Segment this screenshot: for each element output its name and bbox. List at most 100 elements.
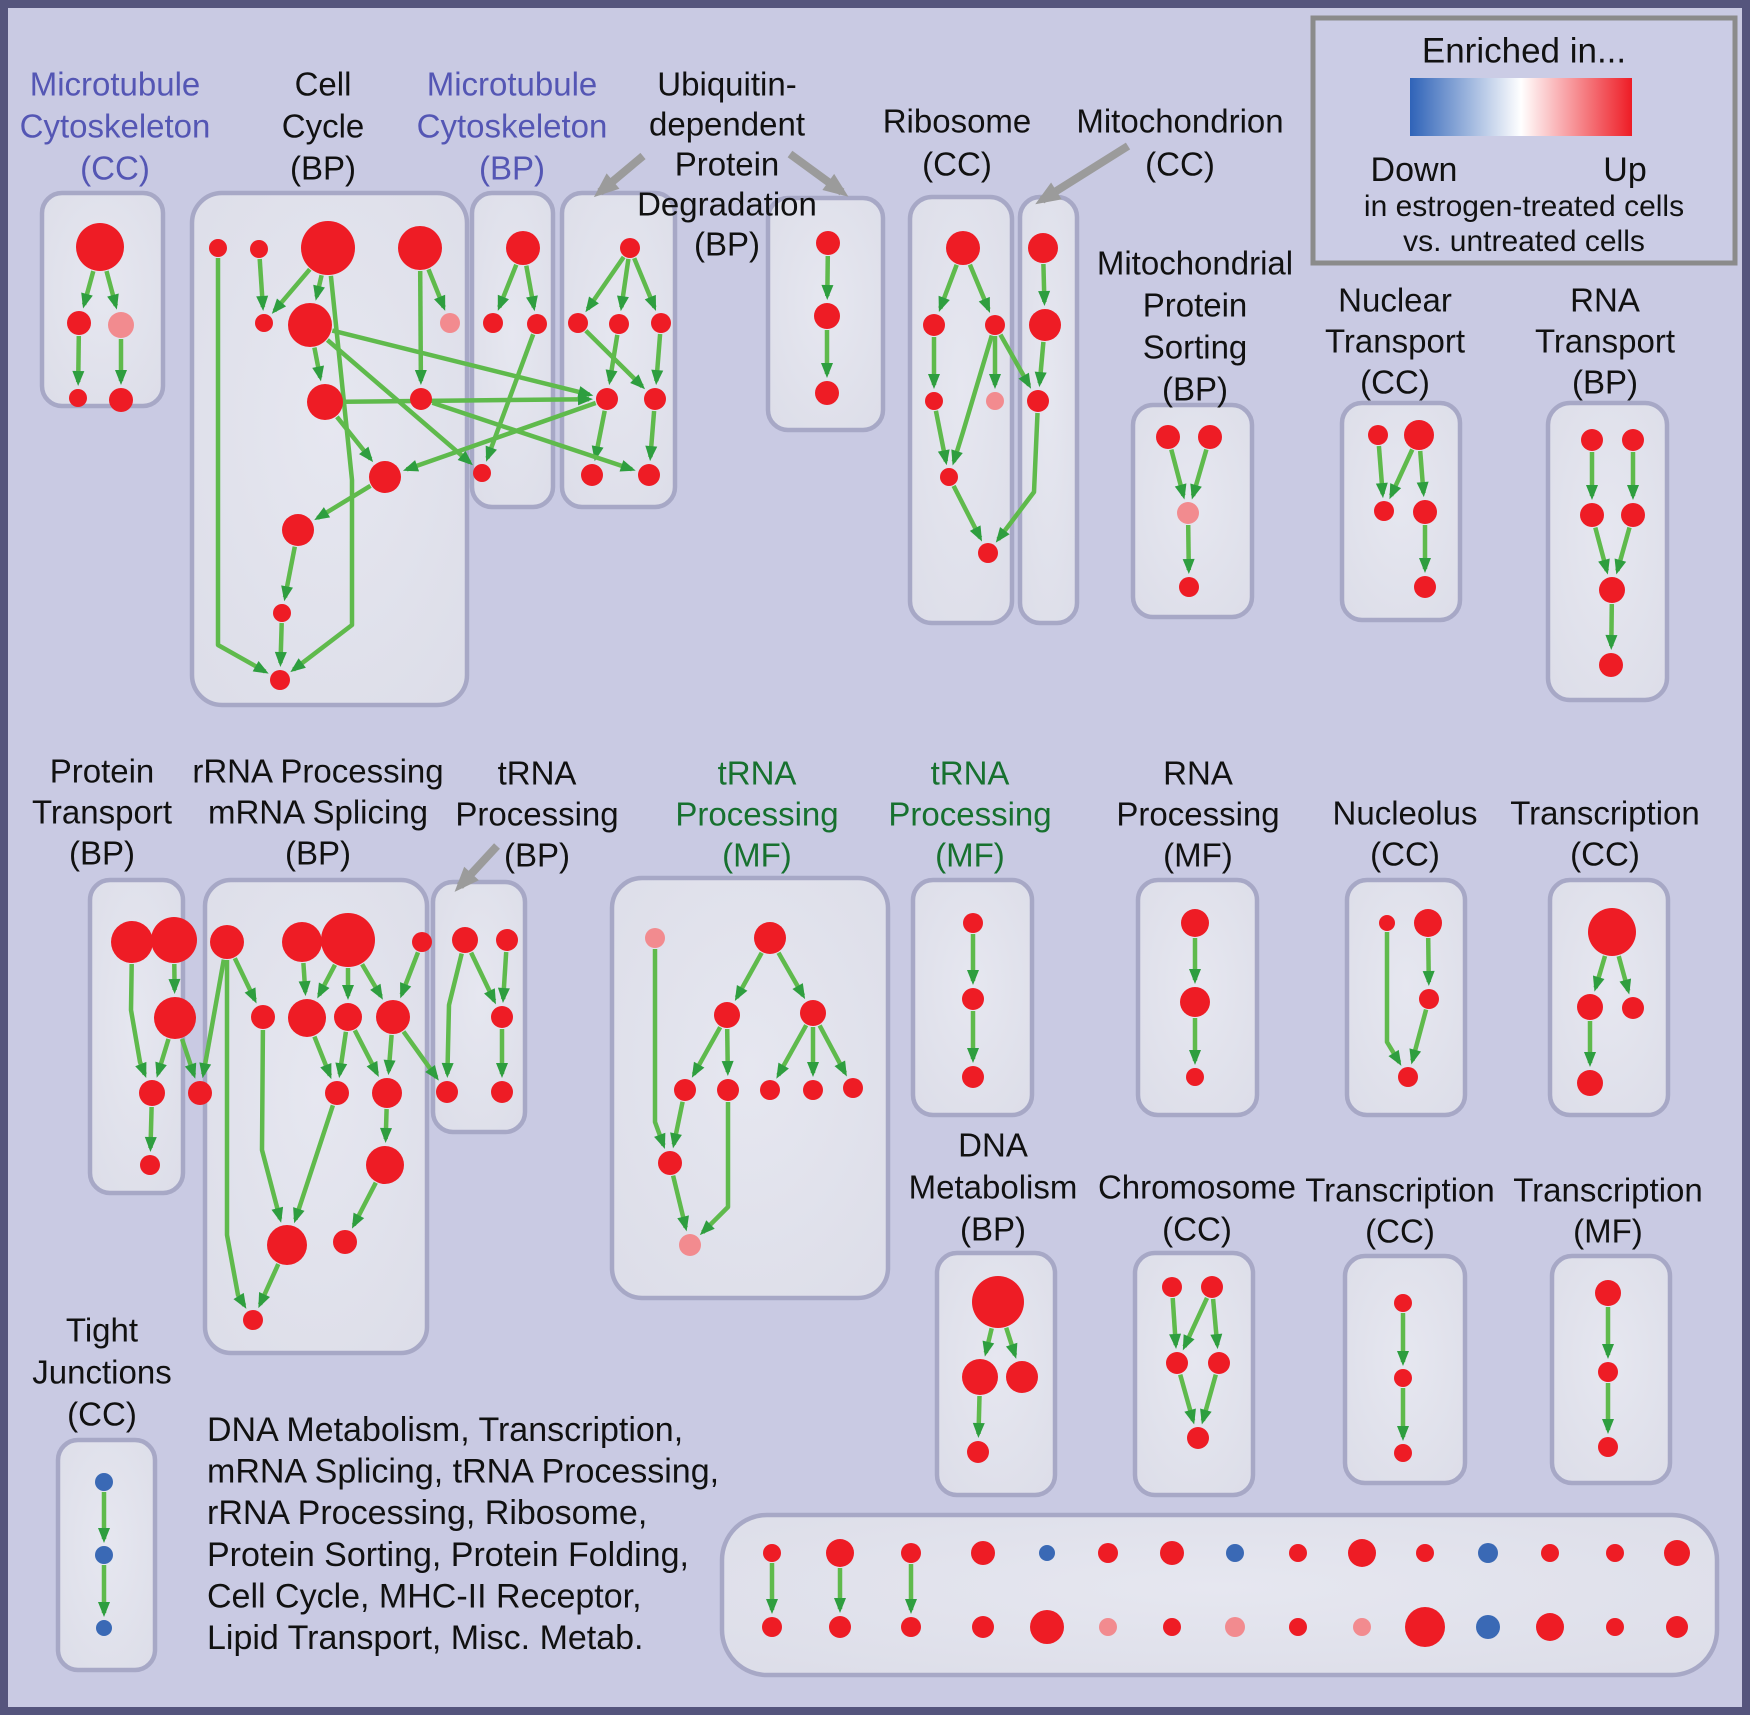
edge-rna-transport-bp-2 [1593,527,1610,575]
edge-cell-cycle-bp-4 [290,275,355,673]
node-misc-cluster-11-blue [1478,1543,1498,1563]
node-tight-junctions-cc-2-blue [96,1620,112,1636]
node-ubiquitin-degradation-cluster-2-2-red [815,381,839,405]
group-label-line: Protein [675,146,780,183]
edge-trna-processing-mf-1-2 [691,1026,723,1078]
group-label-mitochondrion-cc: Mitochondrion (CC) [1076,103,1283,183]
group-label-rrna-processing-mrna-splicing-bp: rRNA Processing mRNA Splicing (BP) [192,753,443,872]
node-trna-processing-bp-4-red [491,1081,513,1103]
node-ubiquitin-protein-degradation-bp-2-red [609,314,629,334]
edge-ubiquitin-protein-degradation-bp-7 [645,410,658,462]
group-label-line: (CC) [1162,1211,1232,1248]
node-transcription-cc-mid-1-red [1577,994,1603,1020]
edge-ubiquitin-protein-degradation-bp-5 [651,333,664,386]
edge-rrna-processing-mrna-splicing-bp-12 [293,1104,336,1224]
node-microtubule-cytoskeleton-cc-1-red [67,311,91,335]
edge-chromosome-cc-1 [1182,1296,1210,1351]
node-trna-processing-bp-1-red [496,929,518,951]
nodes-layer [67,221,1690,1647]
edge-nucleolus-cc-2 [1409,1009,1429,1065]
group-label-line: (CC) [922,146,992,183]
node-nuclear-transport-cc-0-red [1368,425,1388,445]
group-label-nucleolus-cc: Nucleolus (CC) [1333,795,1478,873]
node-mitochondrion-cc-2-red [1027,390,1049,412]
node-mitochondrial-protein-sorting-bp-1-red [1198,425,1222,449]
edge-ribosome-cc-6 [951,334,994,466]
node-rrna-processing-mrna-splicing-bp-2-red [321,913,375,967]
group-label-dna-metabolism-bp: DNA Metabolism (BP) [909,1127,1078,1248]
edge-trna-processing-mf-1-6 [817,1024,847,1077]
group-label-line: (CC) [1145,146,1215,183]
node-transcription-cc-bottom-1-red [1394,1369,1412,1387]
group-label-line: (BP) [285,835,351,872]
node-chromosome-cc-2-red [1166,1352,1188,1374]
node-cell-cycle-bp-12-red [270,670,290,690]
edge-rrna-processing-mrna-splicing-bp-1 [298,962,311,997]
group-label-line: (BP) [1162,371,1228,408]
edge-trna-processing-bp-1 [497,951,510,1003]
node-misc-cluster-4-blue [1039,1545,1055,1561]
edge-protein-transport-bp-3 [179,1038,197,1079]
node-cell-cycle-bp-8-red [410,388,432,410]
edge-trna-processing-mf-1-3 [721,1028,734,1076]
node-misc-cluster-28-red [1606,1618,1624,1636]
group-label-line: Mitochondrial [1097,245,1293,282]
node-misc-cluster-27-red [1536,1613,1564,1641]
node-transcription-mf-0-red [1595,1280,1621,1306]
node-transcription-mf-1-red [1598,1362,1618,1382]
edge-trna-processing-bp-2 [441,953,464,1078]
node-transcription-cc-mid-0-red [1588,908,1636,956]
edge-ubiquitin-degradation-cluster-2-0 [821,255,834,300]
node-tight-junctions-cc-1-blue [95,1546,113,1564]
label-pointer-arrow-1 [787,150,849,197]
edge-dna-metabolism-bp-0 [982,1327,995,1357]
group-label-line: (BP) [479,150,545,187]
node-nuclear-transport-cc-4-red [1414,576,1436,598]
group-label-line: Processing [888,796,1051,833]
node-misc-cluster-17-red [901,1617,921,1637]
node-mitochondrial-protein-sorting-bp-0-red [1156,425,1180,449]
group-label-line: Microtubule [30,66,201,103]
edge-rrna-processing-mrna-splicing-bp-9 [352,1029,380,1077]
group-box-transcription-cc-mid [1547,877,1671,1118]
group-label-line: Metabolism [909,1169,1078,1206]
node-rna-processing-mf-2-red [1186,1068,1204,1086]
group-label-line: Chromosome [1098,1169,1296,1206]
edge-ribosome-cc-4 [933,410,950,466]
node-misc-cluster-26-blue [1476,1615,1500,1639]
node-nuclear-transport-cc-1-red [1404,420,1434,450]
group-box-microtubule-cytoskeleton-cc [39,190,166,409]
node-rrna-processing-mrna-splicing-bp-10-red [366,1146,404,1184]
group-label-line: Transport [32,794,172,831]
edge-rrna-processing-mrna-splicing-bp-2 [317,963,337,999]
edge-mitochondrion-cc-0 [1038,263,1051,306]
edge-mitochondrial-protein-sorting-bp-0 [1169,449,1187,500]
group-label-line: Processing [455,796,618,833]
node-ubiquitin-protein-degradation-bp-7-red [638,464,660,486]
group-label-line: (BP) [504,837,570,874]
label-pointer-arrow-3 [454,843,500,892]
node-microtubule-cytoskeleton-bp-2-red [527,314,547,334]
node-trna-processing-mf-1-0-pink [645,928,665,948]
group-label-line: Transcription [1510,795,1700,832]
group-label-line: (BP) [69,835,135,872]
edge-nuclear-transport-cc-1 [1389,448,1415,500]
node-mitochondrial-protein-sorting-bp-3-red [1179,577,1199,597]
node-chromosome-cc-0-red [1162,1277,1182,1297]
node-ubiquitin-protein-degradation-bp-5-red [644,388,666,410]
node-mitochondrial-protein-sorting-bp-2-pink [1177,502,1199,524]
group-box-nucleolus-cc [1344,877,1468,1118]
edge-trna-processing-mf-1-10 [699,1102,731,1236]
group-label-line: Transport [1325,323,1465,360]
group-label-transcription-cc-bottom: Transcription (CC) [1305,1172,1495,1250]
node-nuclear-transport-cc-2-red [1374,501,1394,521]
node-microtubule-cytoskeleton-cc-4-red [109,388,133,412]
misc-cluster-description-line: mRNA Splicing, tRNA Processing, [207,1453,719,1491]
node-cell-cycle-bp-6-pink [440,313,460,333]
node-misc-cluster-18-red [972,1616,994,1638]
group-label-line: Mitochondrion [1076,103,1283,140]
group-label-line: (BP) [960,1211,1026,1248]
node-rna-processing-mf-0-red [1181,909,1209,937]
node-misc-cluster-25-red [1405,1607,1445,1647]
group-label-line: Microtubule [427,66,598,103]
